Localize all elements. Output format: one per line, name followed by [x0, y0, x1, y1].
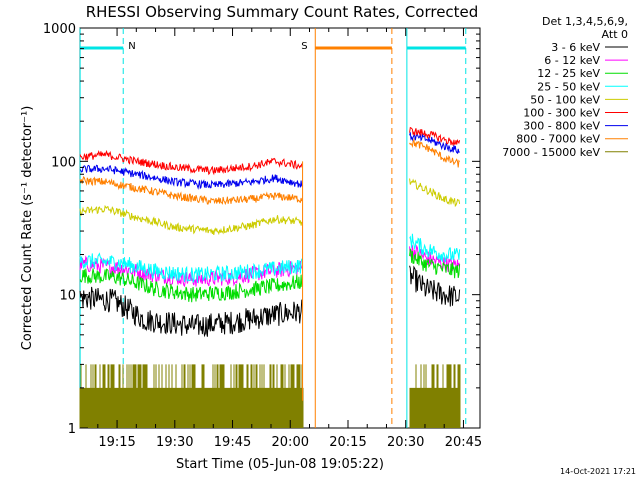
series-100-300kev-seg-2: [409, 126, 461, 146]
series-7000-15000-kev-band-1: [79, 364, 304, 428]
legend-label-0: 3 - 6 keV: [551, 41, 600, 54]
series-100-300kev-seg-1: [79, 149, 303, 176]
legend-label-1: 6 - 12 keV: [544, 54, 600, 67]
legend-header-line-1: Det 1,3,4,5,6,9,: [542, 15, 628, 28]
legend-label-3: 25 - 50 keV: [537, 80, 600, 93]
series-3-6kev-seg-1: [79, 286, 303, 338]
y-tick-label-0: 1: [68, 422, 76, 437]
legend-label-2: 12 - 25 keV: [537, 67, 600, 80]
legend-header-line-2: Att 0: [602, 28, 628, 41]
series-25-50kev-seg-2: [409, 233, 461, 263]
legend-label-4: 50 - 100 keV: [530, 93, 600, 106]
legend-label-7: 800 - 7000 keV: [516, 133, 600, 146]
axis-layer: 19:15 19:30 19:45 20:00 20:15 20:30 20:45 1 10 10…: [43, 22, 482, 450]
x-tick-label-6: 20:45: [445, 435, 482, 450]
series-300-800kev-seg-2: [409, 132, 460, 155]
legend-label-6: 300 - 800 keV: [523, 120, 600, 133]
series-50-100kev-seg-1: [79, 204, 303, 236]
series-800-7000kev-seg-1: [79, 175, 303, 206]
x-tick-label-4: 20:15: [329, 435, 366, 450]
series-800-7000kev-seg-2: [409, 137, 460, 168]
y-axis-label: Corrected Count Rate (s⁻¹ detector⁻¹): [20, 106, 35, 351]
legend-label-8: 7000 - 15000 keV: [502, 146, 600, 159]
series-12-25kev-seg-1: [79, 268, 303, 303]
timestamp: 14-Oct-2021 17:21: [560, 467, 636, 476]
series-50-100kev-seg-2: [409, 178, 461, 208]
x-axis-label: Start Time (05-Jun-08 19:05:22): [176, 457, 384, 472]
flag-S-label: S: [301, 41, 307, 52]
x-tick-label-1: 19:30: [156, 435, 193, 450]
y-tick-label-1: 10: [59, 289, 76, 304]
x-tick-label-2: 19:45: [214, 435, 251, 450]
series-25-50kev-seg-1: [79, 252, 303, 283]
legend-label-5: 100 - 300 keV: [523, 107, 600, 120]
flag-N-label: N: [128, 41, 135, 52]
y-tick-label-2: 100: [51, 155, 76, 170]
y-tick-label-3: 1000: [43, 22, 76, 37]
series-12-25kev-seg-2: [409, 248, 461, 279]
series-300-800kev-seg-1: [79, 164, 303, 190]
x-tick-label-3: 20:00: [272, 435, 309, 450]
x-tick-label-5: 20:30: [387, 435, 424, 450]
chart-title: RHESSI Observing Summary Count Rates, Co…: [86, 3, 479, 21]
series-7000-15000-kev-band-2: [409, 364, 461, 428]
series-3-6kev-seg-2: [409, 265, 461, 307]
x-tick-label-0: 19:15: [98, 435, 135, 450]
